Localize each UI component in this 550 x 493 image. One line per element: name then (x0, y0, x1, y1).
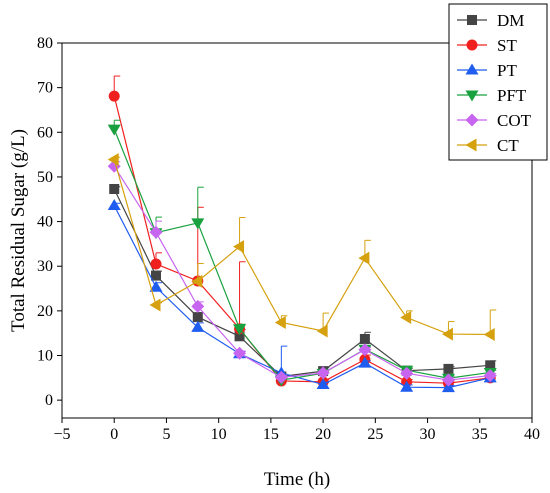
series-pft (107, 119, 497, 387)
legend-marker-cot (465, 113, 479, 127)
y-tick-label: 10 (37, 348, 53, 365)
data-point-ct (191, 274, 203, 288)
series-line-pft (113, 128, 491, 381)
series-cot (107, 159, 497, 387)
data-point-pt (316, 378, 330, 390)
x-tick-label: 0 (110, 426, 118, 443)
series-line-st (113, 95, 491, 384)
series-pt (107, 199, 497, 393)
x-tick-label: 25 (367, 426, 383, 443)
data-point-ct (316, 324, 328, 338)
series-ct (107, 153, 497, 342)
data-point-pt (441, 381, 455, 393)
data-point-ct (483, 328, 495, 342)
legend-marker-st (466, 39, 478, 51)
x-tick-label: 40 (524, 426, 540, 443)
y-tick-label: 30 (37, 258, 53, 275)
legend-box (448, 3, 548, 161)
data-point-ct (233, 240, 245, 254)
data-point-cot (358, 343, 372, 357)
data-point-pt (107, 199, 121, 210)
data-point-st (108, 90, 120, 102)
legend-item-dm: DM (457, 11, 524, 30)
data-point-cot (274, 370, 288, 384)
data-point-cot (233, 346, 247, 360)
legend-label-cot: COT (497, 111, 532, 130)
data-point-ct (441, 327, 453, 341)
data-point-pft (107, 124, 121, 136)
legend-marker-pt (465, 63, 479, 75)
series-line-pt (113, 205, 491, 389)
x-tick-label: 10 (211, 426, 227, 443)
data-point-dm (234, 331, 245, 342)
data-point-ct (107, 153, 119, 167)
legend-item-st: ST (457, 36, 517, 55)
y-tick-label: 80 (37, 35, 53, 52)
series-st (108, 75, 497, 389)
legend-label-pft: PFT (497, 86, 527, 105)
data-point-ct (400, 311, 412, 325)
data-point-dm (485, 360, 496, 371)
data-point-st (150, 258, 162, 270)
series-layer (107, 75, 497, 393)
data-point-cot (483, 369, 497, 383)
x-tick-label: 35 (472, 426, 488, 443)
x-axis-title: Time (h) (264, 469, 330, 490)
data-point-dm (443, 363, 454, 374)
data-point-pt (149, 280, 163, 292)
legend: DM ST PT PFT COT CT (448, 3, 548, 161)
y-tick-label: 0 (45, 392, 53, 409)
legend-marker-pft (465, 90, 479, 102)
data-point-pt (358, 356, 372, 368)
y-tick-label: 60 (37, 124, 53, 141)
data-point-pft (233, 324, 247, 336)
series-line-dm (113, 188, 491, 378)
data-point-pt (400, 380, 414, 392)
plot-border (61, 42, 533, 419)
data-point-dm (151, 270, 161, 281)
data-point-pt (191, 320, 205, 332)
y-tick-label: 70 (37, 80, 53, 97)
data-point-cot (191, 299, 205, 313)
series-line-cot (113, 165, 491, 381)
data-point-cot (316, 366, 330, 380)
series-line-ct (113, 159, 491, 336)
data-point-ct (358, 251, 370, 265)
legend-marker-dm (467, 15, 477, 25)
legend-item-cot: COT (457, 111, 532, 130)
plot-frame (61, 42, 533, 419)
data-point-ct (274, 315, 286, 329)
data-point-dm (109, 183, 120, 194)
legend-label-pt: PT (497, 61, 517, 80)
legend-item-pt: PT (457, 61, 517, 80)
y-tick-label: 20 (37, 303, 53, 320)
data-point-pft (191, 218, 205, 230)
data-point-cot (149, 225, 163, 239)
data-point-dm (192, 312, 203, 323)
legend-marker-ct (465, 138, 477, 152)
legend-label-ct: CT (497, 136, 519, 155)
data-point-ct (149, 298, 161, 312)
legend-label-st: ST (497, 36, 517, 55)
legend-label-dm: DM (497, 11, 524, 30)
x-tick-label: 15 (263, 426, 279, 443)
x-tick-label: 20 (315, 426, 331, 443)
x-tick-label: −5 (53, 426, 70, 443)
data-point-cot (441, 373, 455, 387)
y-tick-label: 40 (37, 214, 53, 231)
x-tick-label: 5 (162, 426, 170, 443)
series-dm (109, 183, 497, 382)
x-tick-label: 30 (420, 426, 436, 443)
y-tick-label: 50 (37, 169, 53, 186)
data-point-dm (359, 333, 370, 344)
legend-item-pft: PFT (457, 86, 527, 105)
data-point-cot (400, 366, 414, 380)
y-axis-title: Total Residual Sugar (g/L) (8, 129, 29, 332)
legend-item-ct: CT (457, 136, 519, 155)
